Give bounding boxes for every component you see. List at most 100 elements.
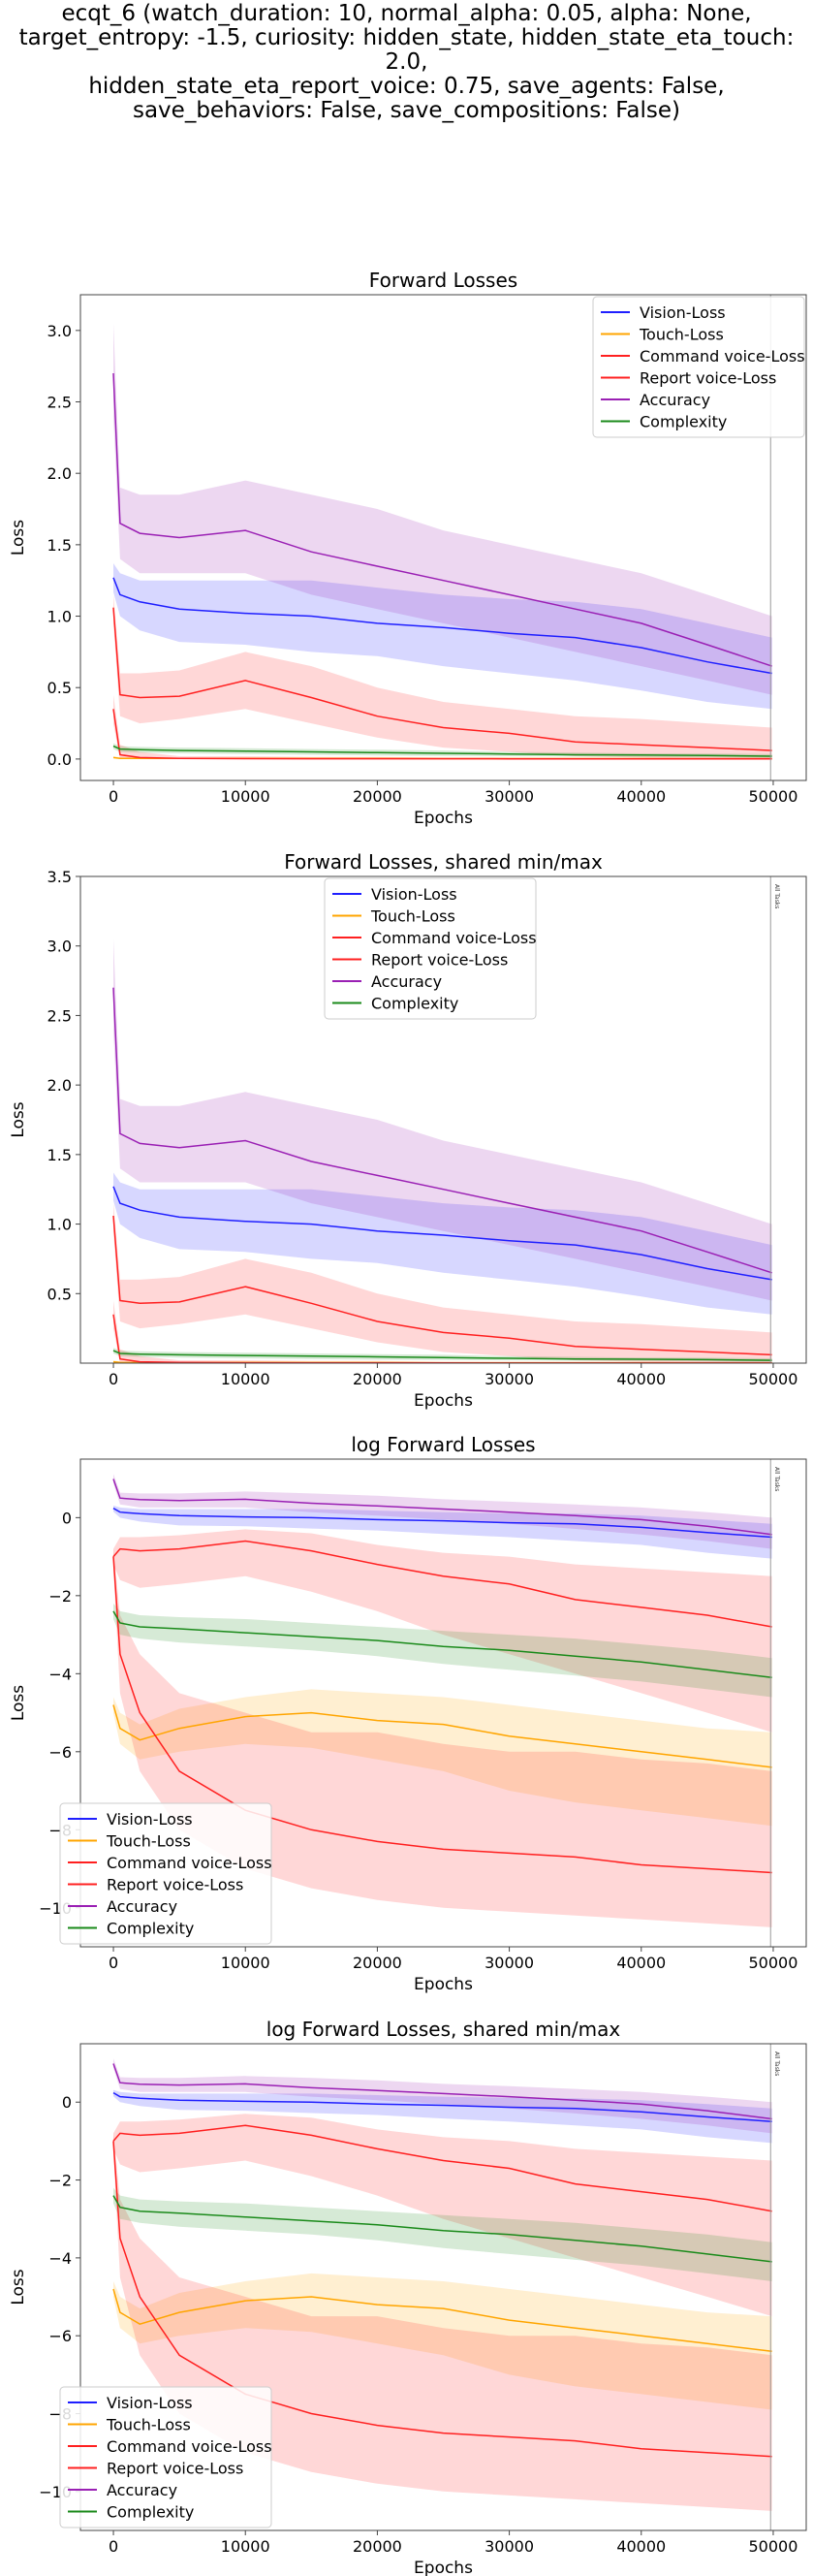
x-tick-label: 30000 bbox=[485, 1370, 534, 1388]
legend-label: Complexity bbox=[371, 995, 458, 1013]
y-tick-label: 0.5 bbox=[47, 679, 72, 697]
legend-label: Touch-Loss bbox=[370, 907, 455, 926]
series-band-touch-loss bbox=[113, 2273, 772, 2410]
chart-title: Forward Losses bbox=[369, 269, 517, 292]
chart-panel-1: Forward Losses 0 10000 20000 30000 40000 50000… bbox=[9, 269, 807, 828]
legend-label: Vision-Loss bbox=[107, 2394, 193, 2412]
series-band-command-voice-loss bbox=[113, 1203, 772, 1363]
y-tick-label: 2.0 bbox=[47, 464, 72, 483]
x-tick-label: 20000 bbox=[353, 1370, 402, 1388]
y-tick-label: −2 bbox=[48, 1587, 72, 1606]
y-tick-label: 1.5 bbox=[47, 536, 72, 555]
plot-frame bbox=[79, 2043, 807, 2531]
series-line-vision-loss bbox=[112, 1508, 772, 1539]
legend-label: Command voice-Loss bbox=[107, 2437, 272, 2456]
legend-label: Command voice-Loss bbox=[371, 929, 537, 947]
legend-label: Accuracy bbox=[371, 972, 442, 991]
legend: Vision-Loss Touch-Loss Command voice-Loss R… bbox=[59, 2386, 272, 2528]
x-axis-label: Epochs bbox=[414, 2559, 473, 2576]
x-tick-label: 0 bbox=[109, 1954, 118, 1972]
series-line-accuracy bbox=[112, 2063, 772, 2120]
x-tick-label: 40000 bbox=[616, 787, 666, 806]
series-line-vision-loss bbox=[112, 577, 772, 675]
plot-frame bbox=[79, 294, 807, 781]
y-tick-label: 2.5 bbox=[47, 1006, 72, 1025]
y-tick-label: −4 bbox=[48, 2249, 72, 2268]
y-axis-label: Loss bbox=[9, 520, 28, 556]
legend-label: Vision-Loss bbox=[371, 885, 457, 904]
series-line-command-voice-loss bbox=[112, 1540, 772, 1628]
series-line-accuracy bbox=[112, 1479, 772, 1536]
legend-box bbox=[324, 877, 537, 1020]
legend-box bbox=[59, 2386, 272, 2528]
series-line-report-voice-loss bbox=[112, 709, 772, 760]
legend-label: Report voice-Loss bbox=[107, 1876, 243, 1894]
series-band-command-voice-loss bbox=[113, 594, 772, 759]
legend-label: Report voice-Loss bbox=[107, 2460, 243, 2478]
x-tick-label: 40000 bbox=[616, 1370, 666, 1388]
plot-area bbox=[112, 1459, 772, 1947]
series-band-complexity bbox=[113, 743, 772, 758]
y-tick-label: 1.0 bbox=[47, 1216, 72, 1234]
legend-label: Touch-Loss bbox=[106, 1832, 191, 1851]
x-tick-label: 30000 bbox=[485, 787, 534, 806]
y-tick-label: 2.5 bbox=[47, 394, 72, 412]
y-axis-label: Loss bbox=[9, 2269, 28, 2305]
task-marker-label: All Tasks bbox=[773, 2051, 780, 2076]
y-tick-label: −6 bbox=[48, 1743, 72, 1762]
y-tick-label: −2 bbox=[48, 2172, 72, 2190]
x-tick-label: 40000 bbox=[616, 2537, 666, 2556]
legend-label: Accuracy bbox=[640, 391, 710, 409]
series-line-report-voice-loss bbox=[112, 2141, 772, 2458]
legend-label: Accuracy bbox=[107, 1897, 177, 1916]
x-tick-label: 20000 bbox=[353, 787, 402, 806]
chart-panel-2: Forward Losses, shared min/max All Tasks 0… bbox=[9, 850, 807, 1411]
x-tick-label: 10000 bbox=[221, 787, 270, 806]
series-band-complexity bbox=[113, 1348, 772, 1362]
series-line-vision-loss bbox=[112, 1186, 772, 1281]
series-band-complexity bbox=[113, 1603, 772, 1698]
legend-label: Complexity bbox=[107, 1920, 194, 1938]
legend-box bbox=[59, 1802, 272, 1945]
plot-area bbox=[112, 295, 772, 780]
chart-title: Forward Losses, shared min/max bbox=[284, 850, 603, 874]
legend: Vision-Loss Touch-Loss Command voice-Loss R… bbox=[592, 296, 805, 438]
legend-label: Touch-Loss bbox=[639, 326, 724, 344]
x-tick-label: 50000 bbox=[749, 787, 798, 806]
legend-label: Report voice-Loss bbox=[640, 369, 776, 388]
legend: Vision-Loss Touch-Loss Command voice-Loss R… bbox=[324, 877, 537, 1020]
series-line-report-voice-loss bbox=[112, 1556, 772, 1874]
chart-panel-4: log Forward Losses, shared min/max All Ta… bbox=[9, 2018, 807, 2576]
y-tick-label: 0 bbox=[62, 1509, 72, 1527]
x-tick-label: 50000 bbox=[749, 1954, 798, 1972]
series-line-complexity bbox=[112, 2195, 772, 2263]
figure-suptitle: ecqt_6 (watch_duration: 10, normal_alpha… bbox=[18, 1, 795, 123]
x-axis-label: Epochs bbox=[414, 1391, 473, 1411]
x-tick-label: 10000 bbox=[221, 1954, 270, 1972]
legend-label: Complexity bbox=[640, 413, 727, 431]
series-band-vision-loss bbox=[113, 1505, 772, 1559]
x-tick-label: 10000 bbox=[221, 1370, 270, 1388]
chart-panel-3: log Forward Losses All Tasks 0 10000 20000 30… bbox=[9, 1433, 807, 1994]
x-axis-label: Epochs bbox=[414, 809, 473, 828]
y-tick-label: 3.0 bbox=[47, 322, 72, 340]
series-line-command-voice-loss bbox=[112, 2124, 772, 2212]
series-line-command-voice-loss bbox=[112, 607, 772, 751]
task-marker-label: All Tasks bbox=[773, 884, 780, 908]
x-tick-label: 0 bbox=[109, 2537, 118, 2556]
series-band-vision-loss bbox=[113, 1172, 772, 1315]
legend-label: Touch-Loss bbox=[106, 2416, 191, 2434]
x-tick-label: 0 bbox=[109, 1370, 118, 1388]
x-tick-label: 10000 bbox=[221, 2537, 270, 2556]
x-tick-label: 20000 bbox=[353, 2537, 402, 2556]
series-band-accuracy bbox=[113, 938, 772, 1301]
x-axis-label: Epochs bbox=[414, 1975, 473, 1994]
x-tick-label: 40000 bbox=[616, 1954, 666, 1972]
series-line-touch-loss bbox=[112, 2288, 772, 2353]
series-band-report-voice-loss bbox=[113, 1548, 772, 1927]
plot-area bbox=[112, 2044, 772, 2530]
series-line-vision-loss bbox=[112, 2091, 772, 2123]
y-tick-label: 3.0 bbox=[47, 938, 72, 956]
series-line-complexity bbox=[112, 745, 772, 757]
chart-title: log Forward Losses bbox=[351, 1433, 535, 1456]
